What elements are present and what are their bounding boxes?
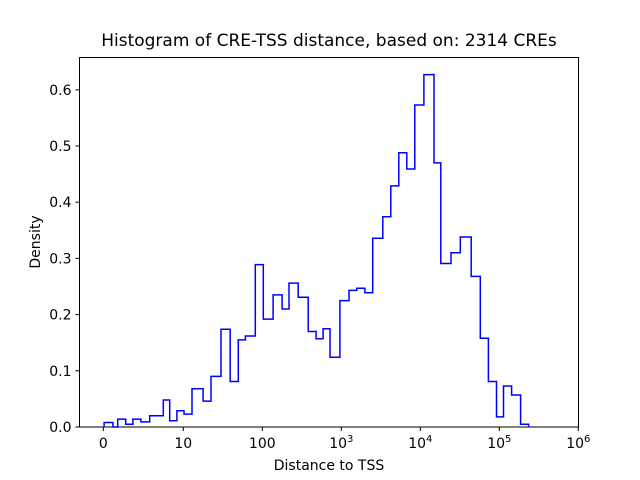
- x-tick-label: 106: [566, 434, 590, 452]
- y-tick-label: 0.2: [49, 308, 71, 324]
- histogram-step-line: [103, 73, 530, 428]
- x-tick-label: 100: [249, 436, 276, 452]
- x-tick-label: 0: [99, 436, 108, 452]
- x-tick-label: 105: [487, 434, 511, 452]
- y-axis-label: Density: [28, 215, 44, 268]
- x-tick-label: 103: [329, 434, 353, 452]
- x-axis-ticks: 0 10 100 103 104 105 106: [99, 427, 590, 452]
- y-tick-label: 0.1: [49, 364, 71, 380]
- axes-spines: [79, 57, 579, 428]
- y-tick-label: 0.0: [49, 420, 71, 436]
- y-tick-label: 0.5: [49, 139, 71, 155]
- y-tick-label: 0.6: [49, 83, 71, 99]
- y-tick-label: 0.4: [49, 195, 71, 211]
- x-axis-label: Distance to TSS: [274, 458, 385, 474]
- y-axis-ticks: 0.0 0.1 0.2 0.3 0.4 0.5 0.6: [49, 83, 79, 436]
- chart-title: Histogram of CRE-TSS distance, based on:…: [101, 31, 557, 51]
- x-tick-label: 10: [174, 436, 192, 452]
- x-tick-label: 104: [408, 434, 432, 452]
- y-tick-label: 0.3: [49, 251, 71, 267]
